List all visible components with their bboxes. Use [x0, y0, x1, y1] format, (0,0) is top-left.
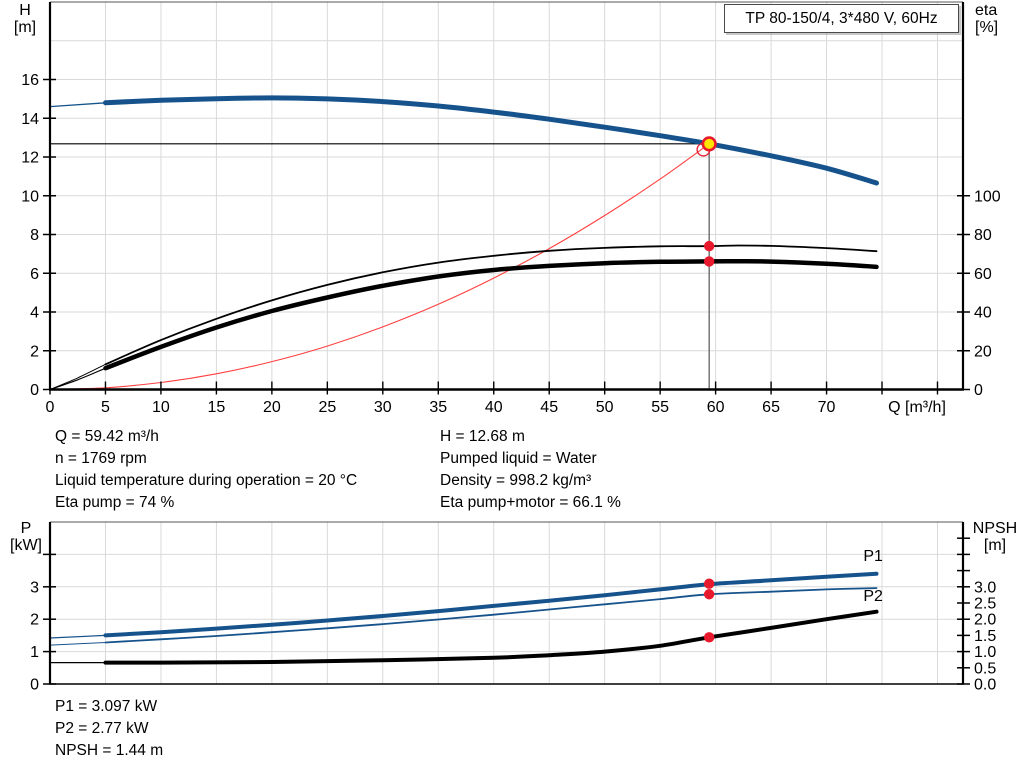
q-axis-tick-label: 35: [429, 399, 447, 416]
p2-curve: [104, 587, 878, 644]
eta-axis-unit: [%]: [975, 19, 999, 36]
info-density: Density = 998.2 kg/m³: [440, 472, 592, 489]
right-axis-tick-label: 0: [974, 382, 983, 399]
gridlines: [50, 522, 963, 684]
operating-data-right: H = 12.68 m Pumped liquid = Water Densit…: [440, 426, 621, 514]
p1-curve: [103, 571, 879, 638]
operating-data-left: Q = 59.42 m³/h n = 1769 rpm Liquid tempe…: [55, 426, 357, 514]
p-axis-unit-label: P [kW]: [4, 520, 48, 554]
info-speed: n = 1769 rpm: [55, 450, 147, 467]
info-p1: P1 = 3.097 kW: [55, 698, 158, 715]
eta-pump-motor-curve: [103, 258, 879, 371]
right-axis-tick-label: 60: [974, 266, 992, 283]
q-axis-tick-label: 15: [208, 399, 226, 416]
pump-type-title-box: TP 80-150/4, 3*480 V, 60Hz: [724, 4, 959, 33]
power-npsh-data: P1 = 3.097 kW P2 = 2.77 kW NPSH = 1.44 m: [55, 696, 163, 762]
eta-pump-motor-point: [703, 256, 715, 267]
eta-pump-motor-curve-thin: [49, 367, 107, 391]
npsh-axis-symbol: NPSH: [972, 520, 1018, 537]
p2-point: [703, 589, 715, 600]
h-axis-tick-label: 4: [30, 305, 39, 322]
h-axis-tick-label: 3: [30, 579, 39, 596]
h-axis-tick-label: 0: [30, 677, 39, 694]
right-axis-tick-label: 3.0: [974, 579, 996, 596]
eta-pump-curve: [104, 244, 878, 366]
info-head: H = 12.68 m: [440, 428, 525, 445]
q-axis-tick-label: 20: [263, 399, 281, 416]
h-axis-tick-label: 12: [21, 150, 39, 167]
right-axis-tick-label: 1.0: [974, 644, 996, 661]
npsh-point: [703, 632, 715, 643]
q-axis-tick-label: 5: [101, 399, 110, 416]
axis-ticks-and-labels: 0 2 4 6 8 10 12 14 16 0 20 40 60 80 100 0 5 10 15 20 25 30 35 4…: [21, 72, 1001, 416]
gridlines: [50, 2, 963, 390]
right-axis-tick-label: 80: [974, 227, 992, 244]
axis-ticks-and-labels: 0 1 2 3 0.00.51.01.52.02.53.0: [30, 537, 996, 694]
right-axis-tick-label: 0.5: [974, 660, 996, 677]
q-axis-tick-label: 65: [762, 399, 780, 416]
info-eta-pump: Eta pump = 74 %: [55, 494, 175, 511]
right-axis-tick-label: 100: [974, 188, 1001, 205]
q-axis-tick-label: 60: [707, 399, 725, 416]
h-axis-unit: [m]: [13, 19, 37, 36]
p-axis-unit: [kW]: [10, 537, 42, 554]
q-axis-tick-label: 10: [152, 399, 170, 416]
h-axis-tick-label: 1: [30, 644, 39, 661]
head-curve-thin: [49, 102, 107, 108]
q-axis-tick-label: 30: [374, 399, 392, 416]
info-eta-pump-motor: Eta pump+motor = 66.1 %: [440, 494, 621, 511]
p2-curve-thin: [49, 642, 106, 646]
npsh-axis-unit: [m]: [983, 537, 1007, 554]
power-npsh-chart: 0 1 2 3 0.00.51.01.52.02.53.0 P1 P2: [30, 521, 996, 694]
q-axis-tick-label: 50: [596, 399, 614, 416]
p1-point: [703, 578, 715, 589]
right-axis-tick-label: 20: [974, 343, 992, 360]
head-curve: [103, 95, 879, 186]
right-axis-tick-label: 2.0: [974, 612, 996, 629]
q-axis-tick-label: 40: [485, 399, 503, 416]
info-p2: P2 = 2.77 kW: [55, 720, 149, 737]
h-axis-tick-label: 14: [21, 111, 39, 128]
eta-pump-point: [703, 240, 715, 252]
info-flow: Q = 59.42 m³/h: [55, 428, 159, 445]
h-axis-tick-label: 8: [30, 227, 39, 244]
h-axis-tick-label: 2: [30, 343, 39, 360]
duty-point: [701, 136, 717, 152]
info-npsh: NPSH = 1.44 m: [55, 742, 164, 759]
q-axis-tick-label: 45: [540, 399, 558, 416]
eta-axis-unit-label: eta [%]: [975, 2, 1021, 36]
h-axis-tick-label: 2: [30, 612, 39, 629]
series-label-p1: P1: [863, 548, 883, 565]
h-axis-tick-label: 10: [21, 188, 39, 205]
p1-curve-thin: [49, 634, 107, 639]
p-axis-symbol: P: [20, 520, 32, 537]
hq-chart: 0 2 4 6 8 10 12 14 16 0 20 40 60 80 100 0 5 10 15 20 25 30 35 4…: [21, 1, 1001, 416]
h-axis-tick-label: 6: [30, 266, 39, 283]
eta-axis-symbol: eta: [975, 2, 998, 19]
series-label-p2: P2: [863, 588, 883, 605]
q-axis-title: Q [m³/h]: [888, 399, 946, 416]
right-axis-tick-label: 40: [974, 305, 992, 322]
q-axis-tick-label: 25: [318, 399, 336, 416]
right-axis-tick-label: 0.0: [974, 677, 996, 694]
h-axis-symbol: H: [19, 2, 31, 19]
info-pumped-liquid: Pumped liquid = Water: [440, 450, 597, 467]
npsh-axis-unit-label: NPSH [m]: [966, 520, 1024, 554]
right-axis-tick-label: 1.5: [974, 628, 996, 645]
h-axis-unit-label: H [m]: [6, 2, 44, 36]
right-axis-tick-label: 2.5: [974, 596, 996, 613]
h-axis-tick-label: 0: [30, 382, 39, 399]
h-axis-tick-label: 16: [21, 72, 39, 89]
eta-pump-curve-thin: [49, 363, 106, 390]
q-axis-tick-label: 55: [651, 399, 669, 416]
npsh-curve: [103, 609, 879, 665]
info-liquid-temperature: Liquid temperature during operation = 20…: [55, 472, 358, 489]
q-axis-tick-label: 70: [818, 399, 836, 416]
q-axis-tick-label: 0: [46, 399, 55, 416]
